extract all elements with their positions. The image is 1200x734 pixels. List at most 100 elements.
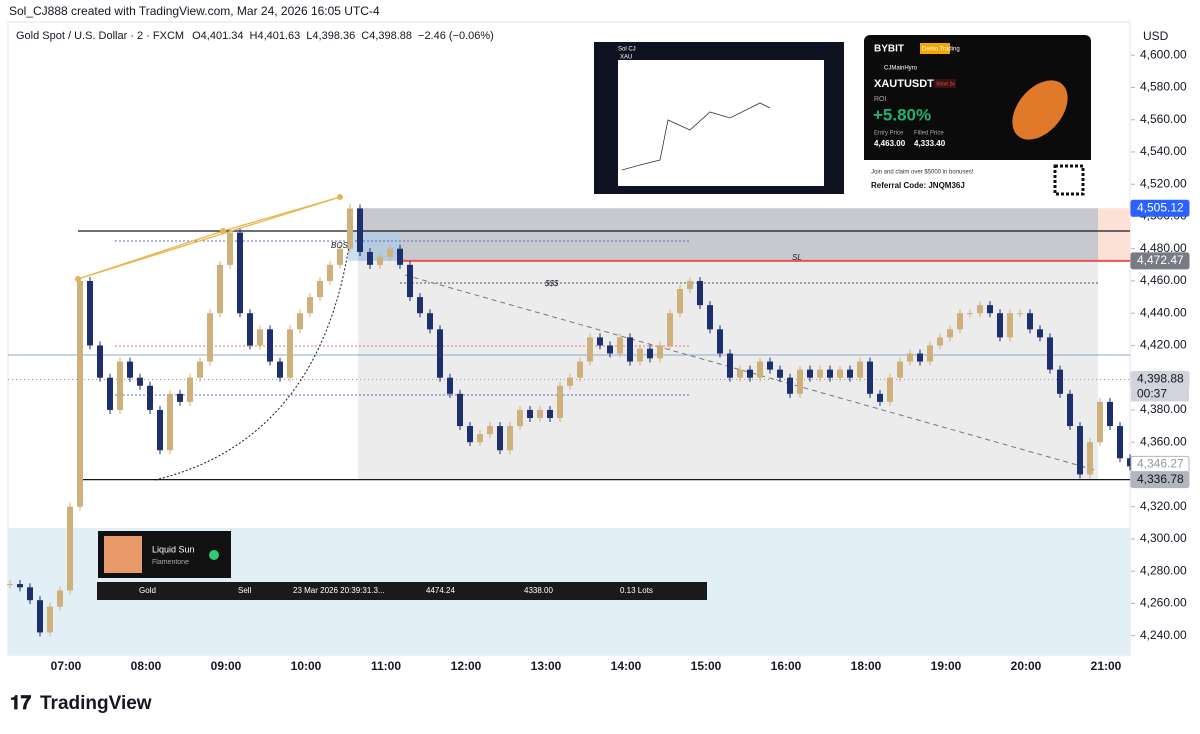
- price-tag-label: 4,472.47: [1137, 253, 1184, 267]
- countdown-label: 00:37: [1137, 387, 1167, 401]
- promo-filled: 4,333.40: [914, 139, 946, 148]
- time-tick-label: 20:00: [1011, 659, 1042, 673]
- ohlc-label: L: [306, 30, 312, 42]
- promo-badge: Demo Trading: [922, 47, 960, 53]
- candle-body: [727, 353, 733, 378]
- countdown-tag: [1131, 387, 1189, 402]
- thumbnail-symbol: XAU: [620, 55, 632, 61]
- candle-body: [597, 337, 603, 346]
- candle-body: [37, 600, 43, 633]
- candle-body: [617, 337, 623, 354]
- promo-entry-label: Entry Price: [874, 131, 904, 137]
- candle-body: [177, 393, 183, 402]
- time-tick-label: 13:00: [531, 659, 562, 673]
- candle-body: [1127, 458, 1133, 467]
- promo-brand: BYBIT: [874, 44, 904, 55]
- candle-body: [227, 232, 233, 265]
- candle-body: [247, 313, 253, 346]
- candle-body: [897, 361, 903, 378]
- candle-body: [1007, 313, 1013, 338]
- arc: [154, 239, 351, 481]
- candle-body: [267, 329, 273, 362]
- promo-roi-label: ROI: [874, 96, 887, 103]
- candle-body: [757, 361, 763, 378]
- price-tick-label: 4,260.00: [1140, 596, 1187, 610]
- axis-unit: USD: [1143, 29, 1169, 43]
- candle-body: [497, 426, 503, 451]
- trade-close: 4338.00: [524, 586, 553, 595]
- anchor: [337, 194, 343, 200]
- candle-body: [647, 348, 653, 359]
- price-tick-label: 4,320.00: [1140, 499, 1187, 513]
- time-tick-label: 10:00: [291, 659, 322, 673]
- symbol: Gold Spot / U.S. Dollar · 2 · FXCM: [16, 30, 184, 42]
- candle-body: [677, 289, 683, 314]
- ohlc-label: O: [192, 30, 201, 42]
- candle-body: [27, 587, 33, 601]
- candle-body: [1087, 442, 1093, 475]
- candle-body: [777, 369, 783, 378]
- badge: [934, 79, 956, 88]
- candle-body: [167, 393, 173, 451]
- price-tag: [1130, 199, 1190, 217]
- candle-body: [127, 361, 133, 378]
- symbol-legend: Gold Spot / U.S. Dollar · 2 · FXCM O 4,401…: [16, 30, 494, 42]
- promo-referral: Referral Code: JNQM36J: [871, 181, 965, 190]
- promo-user: CJMainHyro: [884, 66, 918, 72]
- candle-body: [537, 409, 543, 418]
- candle-body: [337, 248, 343, 265]
- price-tick-label: 4,360.00: [1140, 434, 1187, 448]
- candle-body: [1027, 313, 1033, 330]
- badge: [920, 43, 950, 54]
- time-tick-label: 15:00: [691, 659, 722, 673]
- ohlc-value: 4,401.63: [257, 30, 300, 42]
- footer-brand: TradingView: [40, 693, 152, 714]
- candle-body: [977, 305, 983, 314]
- time-tick-label: 19:00: [931, 659, 962, 673]
- candle-body: [387, 248, 393, 257]
- thumbnail-line: [621, 102, 771, 171]
- candle-body: [667, 313, 673, 346]
- candle-body: [927, 345, 933, 362]
- candle-body: [17, 584, 23, 588]
- trade-row: [97, 582, 707, 600]
- candle-body: [607, 345, 613, 354]
- candle-body: [417, 297, 423, 314]
- candle-body: [317, 280, 323, 298]
- price-tick-label: 4,460.00: [1140, 273, 1187, 287]
- candle-body: [207, 313, 213, 362]
- candle-body: [627, 337, 633, 362]
- candle-body: [517, 409, 523, 427]
- candle-body: [377, 256, 383, 265]
- time-tick-label: 08:00: [131, 659, 162, 673]
- candle-body: [817, 369, 823, 378]
- candle-body: [287, 329, 293, 378]
- time-tick-label: 18:00: [851, 659, 882, 673]
- candle-body: [527, 409, 533, 418]
- candle-body: [1107, 401, 1113, 427]
- price-tick-label: 4,380.00: [1140, 402, 1187, 416]
- candle-body: [47, 606, 53, 633]
- price-tick-label: 4,560.00: [1140, 112, 1187, 126]
- rocket: [1012, 80, 1068, 140]
- candle-body: [827, 369, 833, 378]
- candle-body: [657, 345, 663, 359]
- candle-body: [217, 264, 223, 314]
- candle-body: [117, 361, 123, 410]
- candle-body: [347, 208, 353, 249]
- promo-bonus: Join and claim over $5000 in bonuses!: [871, 170, 974, 176]
- candle-body: [987, 305, 993, 314]
- price-tick-label: 4,480.00: [1140, 241, 1187, 255]
- promo-card: [864, 35, 1091, 199]
- trade-side: Sell: [238, 586, 252, 595]
- candle-body: [1097, 401, 1103, 443]
- candle-body: [957, 313, 963, 330]
- candle-body: [1117, 426, 1123, 459]
- candle-body: [737, 369, 743, 378]
- candle-body: [1047, 337, 1053, 370]
- time-tick-label: 11:00: [371, 659, 401, 673]
- candle-body: [967, 313, 973, 315]
- candle-body: [847, 369, 853, 378]
- candle-body: [1077, 426, 1083, 475]
- time-tick-label: 16:00: [771, 659, 802, 673]
